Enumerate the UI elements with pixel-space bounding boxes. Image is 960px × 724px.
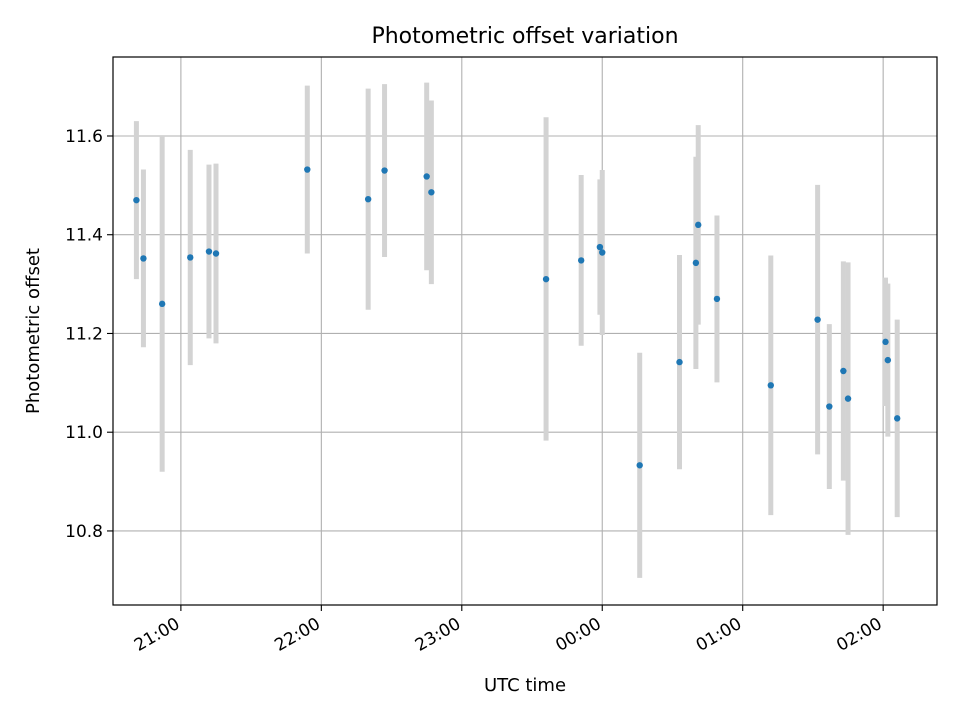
plot-frame	[112, 56, 938, 606]
data-point	[882, 338, 889, 346]
point-layer	[133, 166, 901, 469]
data-point	[713, 295, 721, 303]
data-point	[577, 257, 585, 264]
data-point	[840, 367, 847, 375]
chart-title: Photometric offset variation	[371, 24, 678, 49]
data-point	[381, 167, 388, 174]
y-axis-ticks: 10.8 11.0 11.2 11.4 11.6	[65, 127, 113, 542]
data-point	[428, 189, 435, 196]
data-point	[814, 316, 821, 323]
x-axis-label: UTC time	[484, 675, 566, 696]
data-point	[695, 221, 702, 229]
data-point	[884, 356, 892, 364]
y-tick-label: 11.6	[65, 127, 103, 147]
data-point	[133, 196, 140, 204]
data-point	[676, 358, 683, 366]
data-point	[542, 275, 550, 283]
data-point	[364, 195, 372, 203]
y-tick-label: 11.2	[65, 324, 103, 344]
data-point	[596, 243, 604, 251]
data-point	[894, 415, 901, 422]
data-point	[692, 259, 700, 267]
data-point	[304, 166, 311, 173]
y-tick-label: 11.0	[65, 423, 103, 443]
y-tick-label: 11.4	[65, 226, 103, 246]
data-point	[140, 255, 147, 262]
data-point	[767, 382, 774, 389]
data-point	[187, 254, 194, 261]
y-axis-label: Photometric offset	[23, 248, 44, 414]
data-point	[599, 249, 606, 256]
data-point	[212, 250, 220, 257]
data-point	[423, 173, 430, 180]
data-point	[826, 403, 833, 410]
y-tick-label: 10.8	[65, 522, 103, 542]
grid-layer	[113, 57, 937, 605]
data-point	[205, 248, 213, 255]
data-point	[844, 395, 852, 402]
data-point	[158, 300, 166, 308]
data-point	[636, 462, 643, 469]
